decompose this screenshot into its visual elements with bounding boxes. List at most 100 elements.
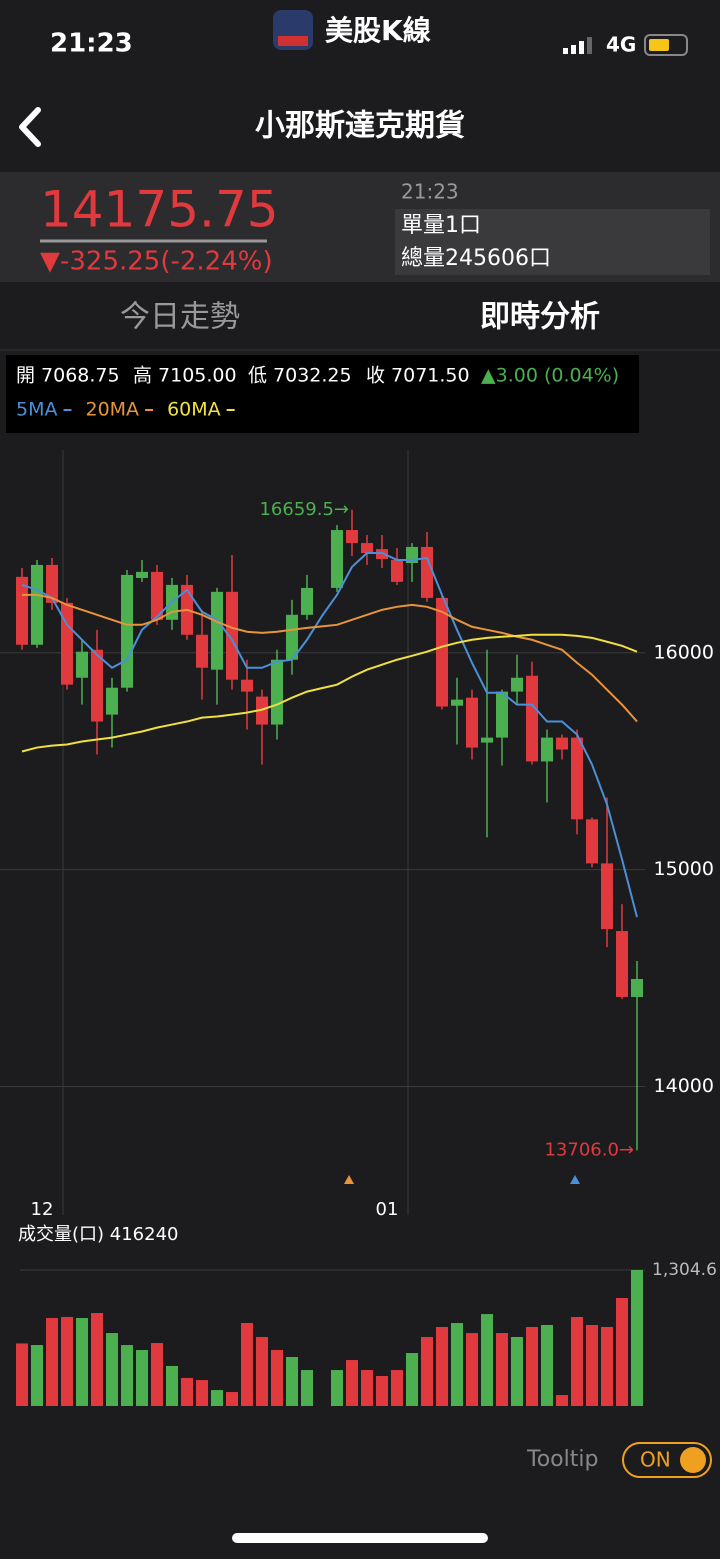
candle-body [196, 634, 208, 668]
candle-body [361, 543, 373, 554]
info-open: 開 7068.75 [16, 365, 120, 387]
volume-bar [136, 1350, 148, 1406]
info-change: ▲3.00 (0.04%) [481, 365, 619, 387]
candle-body [121, 574, 133, 688]
signal-bar [587, 37, 592, 54]
y-tick-label: 1,304.6 [652, 1260, 717, 1280]
volume-bar [436, 1326, 448, 1406]
ma-line [22, 593, 638, 723]
legend-label: 5MA [16, 399, 57, 421]
volume-bar [256, 1336, 268, 1406]
app-name: 美股K線 [325, 14, 431, 47]
volume-bar [631, 1270, 643, 1406]
candle-body [391, 559, 403, 582]
y-tick-label: 16000 [654, 641, 714, 663]
volume-bar [46, 1318, 58, 1406]
back-button[interactable] [19, 107, 41, 147]
volume-bar [616, 1298, 628, 1406]
x-tick-label: 01 [376, 1199, 399, 1220]
candle-body [526, 675, 538, 762]
volume-bar [226, 1392, 238, 1406]
candle-body [211, 591, 223, 670]
candle-body [46, 564, 58, 603]
toggle[interactable] [622, 1442, 712, 1478]
candle-body [616, 931, 628, 997]
volume-bar [376, 1375, 388, 1406]
candle-body [331, 530, 343, 588]
page-title: 小那斯達克期貨 [255, 109, 465, 144]
volume-bar [16, 1343, 28, 1406]
candle-body [421, 546, 433, 598]
candle-body [451, 699, 463, 706]
volume-bar [331, 1370, 343, 1406]
volume-bar [466, 1333, 478, 1406]
candle-body [226, 591, 238, 680]
volume-bar [556, 1395, 568, 1406]
candle-body [286, 614, 298, 660]
candle-body [511, 677, 523, 692]
candle-body [16, 576, 28, 645]
volume-bar [361, 1370, 373, 1406]
volume-bar [421, 1336, 433, 1406]
toggle-knob [680, 1447, 706, 1473]
candle-body [301, 587, 313, 615]
toggle-label: Tooltip [526, 1447, 598, 1472]
battery [644, 34, 688, 56]
candle-body [271, 659, 283, 725]
info-low: 低 7032.25 [248, 365, 352, 387]
candle-body [601, 863, 613, 930]
volume-bar [286, 1357, 298, 1406]
volume-bar [91, 1313, 103, 1406]
ma-line [21, 633, 638, 753]
candle-body [346, 530, 358, 544]
candle-body [571, 737, 583, 820]
volume-bar [151, 1343, 163, 1406]
tab-active[interactable]: 即時分析 [480, 300, 600, 335]
candle-body [61, 602, 73, 685]
legend-label: 60MA [167, 399, 221, 421]
candle-body [436, 597, 448, 707]
ma-line [21, 552, 638, 918]
candle-body [631, 978, 643, 997]
quote-time: 21:23 [401, 180, 459, 204]
volume-bar [346, 1360, 358, 1406]
candle-body [151, 571, 163, 620]
info-high: 高 7105.00 [133, 365, 237, 387]
candle-body [106, 687, 118, 715]
volume-box [395, 209, 710, 275]
signal-bar [579, 41, 584, 54]
volume-bar [106, 1333, 118, 1406]
volume-bar [166, 1365, 178, 1406]
volume-bar [406, 1353, 418, 1406]
volume-title: 成交量(口) 416240 [18, 1224, 178, 1245]
candle-body [541, 737, 553, 762]
x-tick-label: 12 [31, 1199, 54, 1220]
candle-body [496, 691, 508, 738]
volume-bar [511, 1336, 523, 1406]
home-indicator [232, 1533, 488, 1543]
volume-bar [586, 1325, 598, 1406]
candle-body [91, 649, 103, 722]
candle-body [136, 571, 148, 578]
price: 14175.75 [40, 181, 279, 239]
y-tick-label: 14000 [654, 1075, 714, 1097]
clock: 21:23 [50, 29, 133, 59]
extreme-label: 16659.5→ [259, 499, 349, 520]
app-icon-band [278, 36, 308, 46]
volume-bar [301, 1370, 313, 1406]
volume-bar [121, 1345, 133, 1406]
volume-bar [391, 1370, 403, 1406]
signal-bar [571, 45, 576, 54]
volume-bar [196, 1380, 208, 1406]
candle-body [76, 651, 88, 678]
y-tick-label: 15000 [654, 858, 714, 880]
volume-bar [211, 1390, 223, 1406]
signal-marker [344, 1175, 354, 1184]
tab[interactable]: 今日走勢 [120, 300, 240, 335]
candle-body [556, 737, 568, 750]
candle-body [241, 679, 253, 692]
price-change: ▼-325.25(-2.24%) [40, 247, 273, 277]
toggle-state: ON [640, 1448, 671, 1472]
battery-level [649, 39, 669, 51]
